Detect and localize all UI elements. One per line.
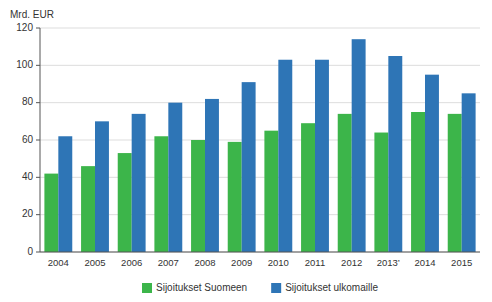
x-tick-label: 2004 [48,257,69,268]
x-tick-label: 2009 [231,257,252,268]
y-tick-label: 20 [22,208,34,219]
bar [315,60,329,252]
y-axis-label: Mrd. EUR [10,9,54,20]
chart-container: 020406080100120Mrd. EUR20042005200620072… [0,0,492,302]
x-tick-label: 2010 [268,257,289,268]
bar [338,114,352,252]
bar [228,142,242,252]
grid-line [40,252,480,253]
page: {"chart_data": {"type": "bar", "ylabel":… [0,0,492,302]
bar [352,39,366,252]
grid-line [40,102,480,103]
bar [264,131,278,252]
legend-label: Sijoitukset Suomeen [156,282,247,293]
x-tick-label: 2007 [158,257,179,268]
grid-line [40,28,480,29]
y-tick [36,177,40,178]
y-tick-label: 0 [27,246,33,257]
y-tick-label: 80 [22,96,34,107]
bar [462,93,476,252]
bar [118,153,132,252]
bar [191,140,205,252]
bar [301,123,315,252]
y-tick-label: 40 [22,171,34,182]
bar [374,133,388,252]
y-tick [36,140,40,141]
legend-swatch [142,283,152,293]
bar [411,112,425,252]
x-tick-label: 2014 [414,257,435,268]
y-axis-line [40,28,41,252]
grid-line [40,65,480,66]
bar [388,56,402,252]
y-tick [36,252,40,253]
bar [44,174,58,252]
legend-swatch [271,283,281,293]
chart: 020406080100120Mrd. EUR20042005200620072… [0,0,492,302]
background [0,0,492,302]
x-tick-label: 2005 [84,257,105,268]
y-axis: 0 20 40 60 80 100 120 [16,22,480,257]
y-tick-label: 60 [22,134,34,145]
x-tick-label: 2012 [341,257,362,268]
x-tick-label: 2006 [121,257,142,268]
x-tick-label: 2015 [451,257,472,268]
bar [242,82,256,252]
y-tick [36,28,40,29]
y-tick-label: 120 [16,22,33,33]
bar [132,114,146,252]
bar [278,60,292,252]
x-axis-line [40,252,480,253]
bar [95,121,109,252]
y-tick-label: 100 [16,59,33,70]
x-axis: 2004 2005 2006 2007 2008 2009 2010 2011 2012 2013… [48,257,472,268]
x-tick-label: 2011 [305,257,325,268]
bar [205,99,219,252]
y-tick [36,214,40,215]
bar [448,114,462,252]
y-tick [36,102,40,103]
bar [81,166,95,252]
x-tick-label: 2008 [194,257,215,268]
bar [168,103,182,252]
legend-label: Sijoitukset ulkomaille [285,282,378,293]
legend: Sijoitukset Suomeen Sijoitukset ulkomaill… [142,282,378,293]
x-tick-label: 2013’ [377,257,400,268]
bar [154,136,168,252]
bar [425,75,439,252]
bar [58,136,72,252]
y-tick [36,65,40,66]
bars [44,39,475,252]
